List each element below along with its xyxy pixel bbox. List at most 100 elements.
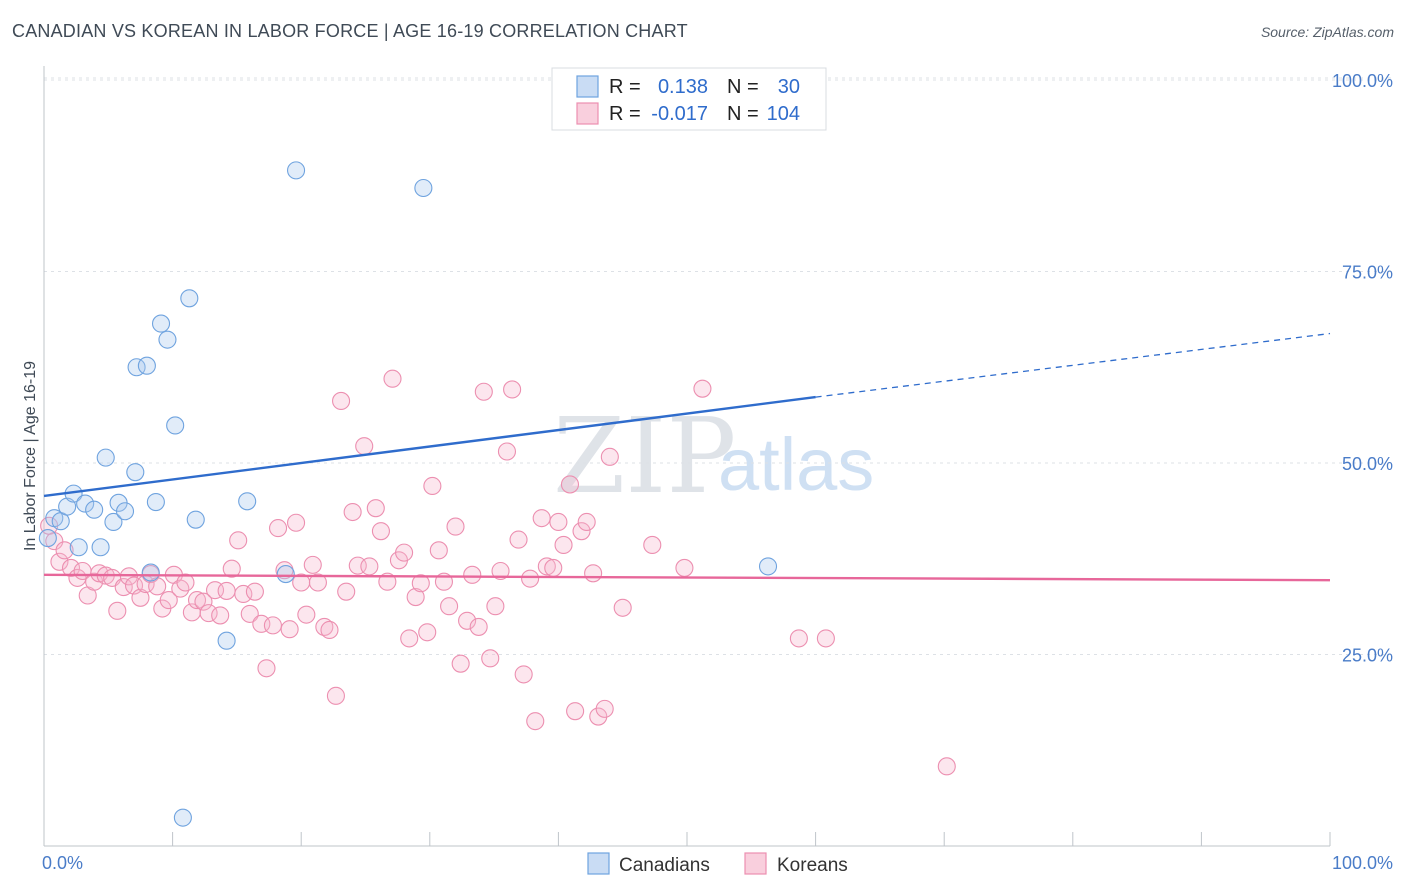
- koreans-point: [560, 475, 580, 494]
- canadians-point: [287, 161, 306, 180]
- koreans-point: [400, 629, 419, 648]
- y-tick-label: 100.0%: [1332, 71, 1393, 91]
- canadians-point: [758, 557, 778, 576]
- koreans-point: [613, 598, 632, 617]
- koreans-point: [600, 447, 619, 466]
- koreans-point: [211, 606, 230, 625]
- koreans-point: [423, 476, 442, 496]
- koreans-point: [514, 665, 533, 684]
- koreans-point: [360, 557, 379, 576]
- koreans-point: [497, 442, 517, 461]
- canadians-point: [91, 538, 110, 557]
- canadians-point: [276, 565, 295, 584]
- koreans-point: [320, 620, 339, 640]
- source-credit: Source: ZipAtlas.com: [1260, 24, 1394, 40]
- koreans-point: [252, 614, 271, 633]
- series-legend-swatch-koreans: [744, 852, 767, 875]
- koreans-point: [474, 382, 493, 401]
- koreans-point: [566, 702, 585, 721]
- koreans-point: [222, 559, 241, 578]
- legend-r-value-koreans: -0.017: [651, 103, 708, 125]
- koreans-point: [446, 517, 465, 536]
- x-axis-ticks: [43, 832, 1331, 846]
- legend-r-label-canadians: R =: [609, 76, 641, 98]
- koreans-point: [554, 535, 573, 555]
- koreans-point: [418, 623, 437, 642]
- stats-legend: R = 0.138 N = 30 R = -0.017 N = 104: [551, 67, 827, 131]
- koreans-point: [194, 592, 213, 611]
- canadians-trend-extension: [815, 332, 1331, 398]
- koreans-point: [217, 581, 236, 600]
- koreans-point: [332, 391, 351, 410]
- koreans-point: [337, 582, 356, 601]
- koreans-point: [451, 654, 470, 673]
- koreans-point: [816, 629, 835, 648]
- legend-r-label-koreans: R =: [609, 103, 641, 125]
- y-tick-label: 50.0%: [1342, 454, 1393, 474]
- koreans-point: [187, 591, 207, 610]
- koreans-point: [269, 519, 288, 538]
- koreans-point: [343, 502, 362, 522]
- koreans-point: [240, 604, 259, 623]
- canadians-point: [141, 563, 160, 582]
- koreans-point: [463, 565, 482, 584]
- canadians-point: [85, 500, 104, 519]
- canadians-point: [151, 314, 171, 333]
- koreans-point: [366, 499, 385, 518]
- koreans-point: [675, 558, 694, 577]
- chart-title: CANADIAN VS KOREAN IN LABOR FORCE | AGE …: [12, 21, 688, 41]
- series-legend: Canadians Koreans: [587, 852, 848, 876]
- canadians-point: [115, 502, 135, 521]
- koreans-point: [486, 597, 505, 616]
- canadians-point: [217, 631, 236, 650]
- koreans-point: [199, 604, 218, 623]
- koreans-point: [789, 629, 808, 648]
- legend-n-label-koreans: N =: [727, 103, 759, 125]
- koreans-point: [245, 582, 264, 601]
- koreans-point: [263, 616, 282, 635]
- koreans-point: [257, 659, 276, 678]
- koreans-point: [85, 572, 104, 591]
- koreans-point: [469, 617, 488, 636]
- koreans-point: [429, 541, 448, 560]
- canadians-point: [186, 510, 205, 529]
- canadians-points: [38, 161, 778, 827]
- canadians-point: [38, 529, 57, 548]
- koreans-point: [491, 561, 510, 581]
- koreans-point: [693, 379, 712, 398]
- koreans-points: [40, 369, 956, 776]
- koreans-point: [537, 557, 556, 576]
- koreans-point: [549, 512, 568, 532]
- koreans-point: [521, 569, 540, 588]
- legend-swatch-canadians: [576, 75, 599, 98]
- koreans-point: [50, 552, 69, 571]
- koreans-point: [308, 573, 327, 592]
- koreans-point: [544, 558, 563, 577]
- y-tick-label: 25.0%: [1342, 645, 1393, 665]
- legend-n-value-canadians: 30: [778, 76, 800, 98]
- koreans-trend-line: [43, 573, 1331, 582]
- koreans-point: [108, 601, 127, 620]
- series-legend-label-canadians: Canadians: [619, 855, 710, 876]
- koreans-point: [584, 564, 603, 583]
- koreans-point: [176, 573, 195, 592]
- koreans-point: [937, 757, 956, 776]
- koreans-point: [303, 555, 322, 574]
- canadians-point: [414, 178, 433, 198]
- canadians-trend-line: [43, 395, 816, 498]
- canadians-point: [69, 538, 88, 557]
- koreans-point: [55, 541, 74, 560]
- canadians-point: [146, 493, 165, 512]
- koreans-point: [526, 712, 545, 731]
- canadians-point: [158, 330, 177, 349]
- x-tick-label-max: 100.0%: [1332, 853, 1393, 873]
- legend-swatch-koreans: [576, 102, 599, 125]
- koreans-point: [595, 699, 614, 718]
- koreans-point: [406, 587, 425, 607]
- canadians-point: [104, 512, 123, 532]
- y-tick-label: 75.0%: [1342, 262, 1393, 282]
- y-tick-labels: 25.0% 50.0% 75.0% 100.0%: [1332, 71, 1393, 666]
- koreans-point: [229, 531, 248, 550]
- y-axis-label: In Labor Force | Age 16-19: [22, 361, 39, 551]
